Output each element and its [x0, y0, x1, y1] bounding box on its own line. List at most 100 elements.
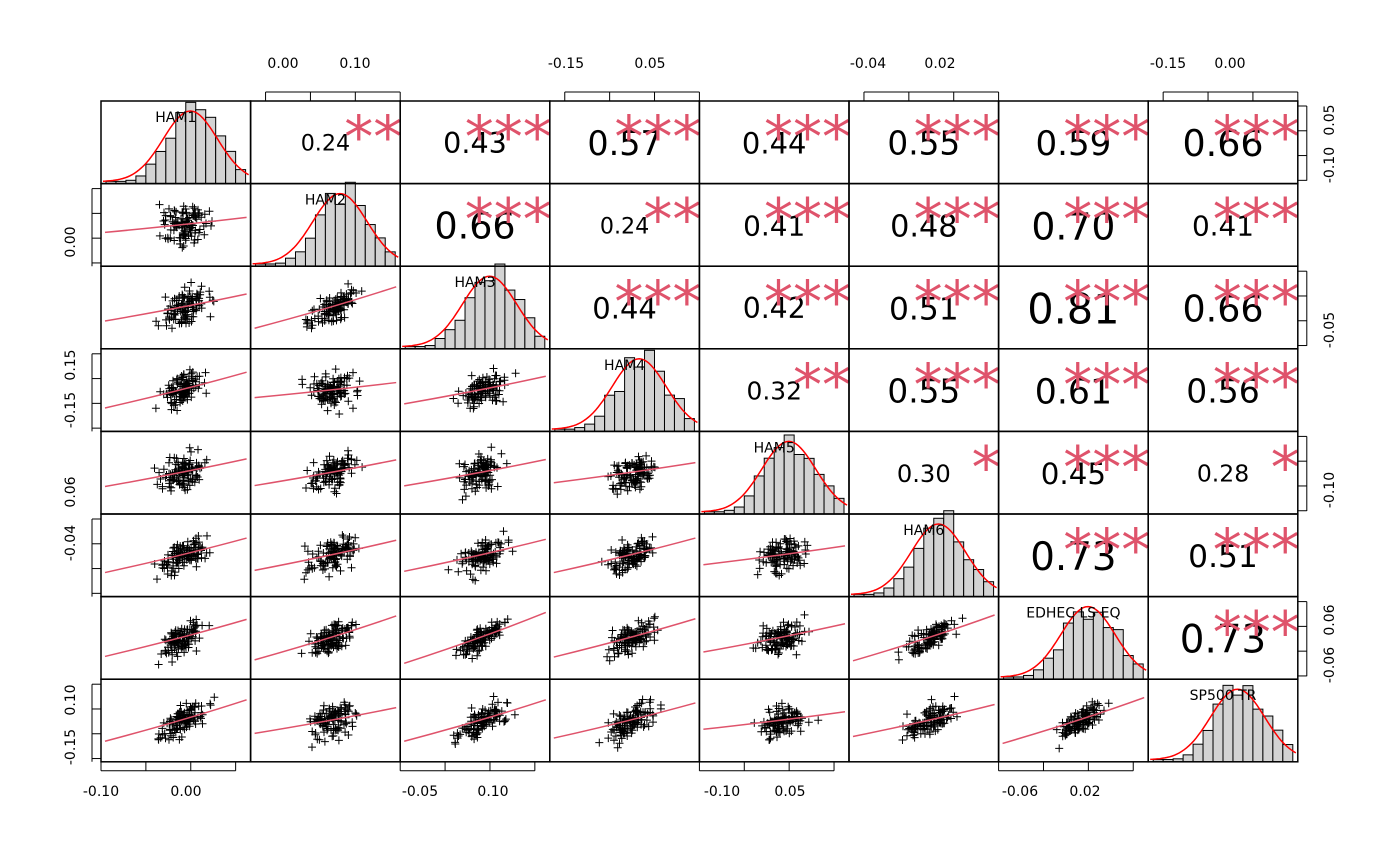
scatter-point — [479, 472, 487, 480]
scatter-point — [340, 461, 348, 470]
significance-stars: *** — [1213, 351, 1300, 419]
scatter-point — [950, 692, 959, 701]
scatter-point — [168, 650, 177, 659]
correlation-value: 0.44 — [592, 292, 657, 326]
correlation-value: 0.73 — [1180, 618, 1266, 663]
scatter-point — [321, 372, 330, 381]
scatter-point — [452, 651, 460, 660]
histogram-bar — [1212, 703, 1224, 763]
scatter-point — [633, 719, 642, 727]
scatter-point — [337, 705, 346, 714]
histogram-bar — [733, 506, 745, 515]
scatter-point — [310, 372, 319, 381]
panel-1-5: 0.48*** — [848, 182, 1001, 267]
scatter-point — [926, 704, 935, 713]
scatter-point — [631, 642, 640, 651]
panel-3-1 — [249, 348, 401, 433]
smooth-line — [404, 538, 546, 573]
scatter-point — [481, 393, 490, 402]
scatter-point — [207, 221, 215, 230]
smooth-line — [254, 539, 397, 572]
scatter-point — [192, 562, 201, 571]
scatter-point — [489, 692, 498, 701]
scatter-point — [329, 731, 338, 740]
variable-label: SP500 TR — [1190, 688, 1257, 704]
scatter-point — [467, 732, 476, 741]
scatter-point — [181, 236, 190, 245]
scatter-point — [623, 565, 632, 574]
scatter-point — [167, 405, 176, 414]
scatter-point — [341, 389, 350, 398]
scatter-point — [316, 294, 325, 303]
significance-stars: *** — [1063, 516, 1150, 584]
scatter-point — [491, 621, 500, 630]
scatter-point — [467, 475, 476, 484]
scatter-point — [200, 210, 209, 219]
scatter-point — [325, 704, 334, 713]
scatter-point — [202, 455, 211, 464]
scatter-point — [914, 649, 923, 657]
scatter-point — [458, 495, 467, 504]
scatter-point — [468, 575, 477, 584]
tick-label: 0.02 — [1069, 784, 1100, 800]
scatter-point — [610, 726, 619, 735]
histogram-bar — [1033, 669, 1044, 680]
scatter-point — [352, 620, 360, 629]
scatter-point — [623, 486, 632, 495]
correlation-value: 0.30 — [897, 460, 951, 488]
tick-label: -0.04 — [63, 525, 79, 561]
panel-5-1 — [249, 513, 401, 598]
scatter-point — [166, 729, 175, 738]
scatter-point — [177, 372, 186, 380]
scatter-point — [928, 709, 937, 718]
scatter-point — [796, 727, 805, 736]
tick-label: -0.10 — [704, 784, 740, 800]
histogram-bar — [1182, 754, 1194, 763]
scatter-point — [192, 471, 201, 479]
scatter-point — [444, 565, 453, 574]
scatter-point — [477, 541, 486, 550]
correlation-value: 0.57 — [587, 124, 661, 163]
scatter-point — [946, 704, 955, 713]
tick-label: -0.06 — [1002, 784, 1038, 800]
scatter-point — [804, 718, 813, 727]
scatter-point — [618, 536, 627, 544]
scatter-point — [301, 315, 310, 324]
scatter-point — [633, 539, 642, 548]
histogram-bar — [883, 587, 895, 598]
scatter-point — [938, 630, 947, 639]
histogram-bar — [285, 257, 296, 267]
scatter-point — [476, 637, 485, 646]
scatter-point — [510, 710, 519, 719]
density-curve — [402, 275, 549, 348]
panel-0-0: HAM1 — [100, 100, 252, 185]
scatter-point — [494, 390, 503, 399]
panel-7-4 — [698, 678, 850, 763]
scatter-point — [183, 637, 191, 646]
scatter-point — [774, 704, 783, 713]
scatter-point — [921, 708, 930, 717]
scatter-point — [160, 208, 168, 217]
significance-stars: *** — [764, 268, 851, 336]
tick-label: -0.05 — [1322, 312, 1338, 348]
scatter-point — [165, 735, 173, 744]
histogram-bar — [963, 559, 975, 598]
scatter-point — [157, 650, 166, 658]
scatter-point — [497, 449, 506, 458]
scatter-point — [189, 307, 198, 316]
scatter-point — [931, 702, 940, 711]
smooth-line — [104, 216, 247, 234]
scatter-point — [894, 655, 903, 664]
scatter-point — [319, 391, 328, 400]
scatter-point — [476, 389, 485, 398]
scatter-point — [474, 647, 483, 656]
tick-label: 0.05 — [634, 56, 665, 72]
histogram-bar — [1092, 611, 1104, 680]
scatter-point — [462, 645, 471, 654]
tick-label: 0.05 — [1322, 104, 1338, 135]
scatter-point — [205, 621, 214, 630]
scatter-point — [636, 634, 644, 643]
top-axis-1: 0.00 0.10 — [265, 56, 401, 101]
scatter-point — [894, 648, 903, 657]
scatter-point — [202, 389, 211, 398]
